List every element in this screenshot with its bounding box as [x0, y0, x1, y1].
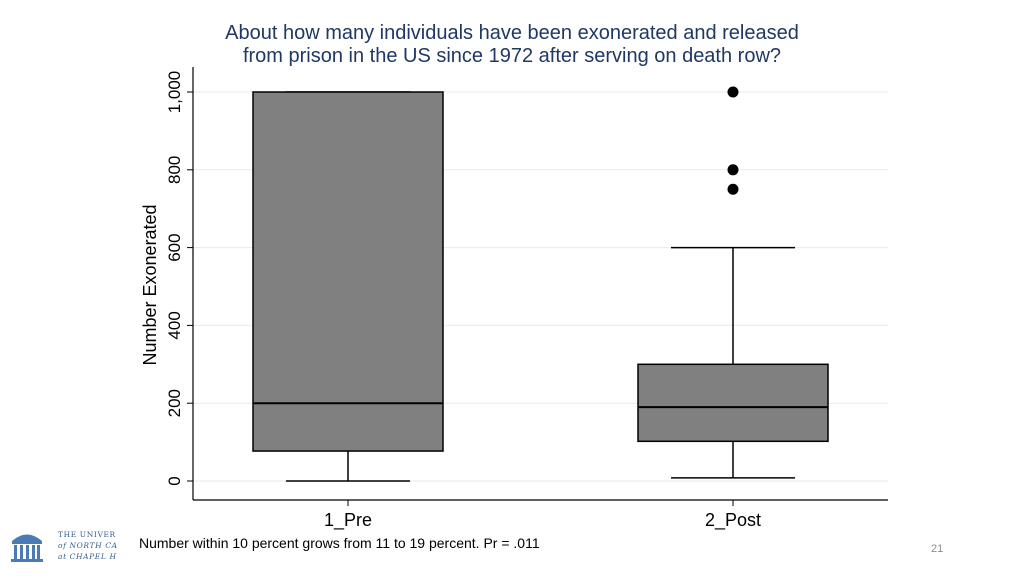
box-1_Pre [252, 91, 444, 452]
page-number: 21 [931, 543, 944, 555]
box-2_Post [637, 363, 829, 443]
old-well-icon [11, 534, 43, 562]
boxes [252, 86, 829, 482]
y-tick-label: 800 [165, 156, 184, 184]
chart-title-line-2: from prison in the US since 1972 after s… [242, 45, 782, 67]
y-tick-label: 200 [165, 389, 184, 417]
outlier-point [727, 164, 739, 176]
logo-text-line-1: THE UNIVER [58, 530, 116, 539]
y-tick-label: 600 [165, 233, 184, 261]
x-tick-label: 1_Pre [324, 510, 372, 531]
university-logo: THE UNIVER of NORTH CA at CHAPEL H [8, 524, 128, 568]
y-tick-label: 400 [165, 311, 184, 339]
logo-text-line-2: of NORTH CA [58, 541, 118, 550]
y-axis-ticks: 0 200 400 600 800 1,000 [165, 71, 193, 486]
x-tick-label: 2_Post [705, 510, 761, 531]
footnote: Number within 10 percent grows from 11 t… [139, 535, 540, 551]
y-tick-label: 1,000 [165, 71, 184, 114]
logo-text-line-3: at CHAPEL H [58, 552, 117, 561]
chart-title: About how many individuals have been exo… [150, 22, 874, 68]
outlier-point [727, 86, 739, 98]
y-tick-label: 0 [165, 476, 184, 485]
outlier-point [727, 183, 739, 195]
x-axis-ticks: 1_Pre 2_Post [324, 500, 761, 531]
y-axis-label: Number Exonerated [140, 204, 160, 365]
chart-title-line-1: About how many individuals have been exo… [225, 22, 799, 44]
